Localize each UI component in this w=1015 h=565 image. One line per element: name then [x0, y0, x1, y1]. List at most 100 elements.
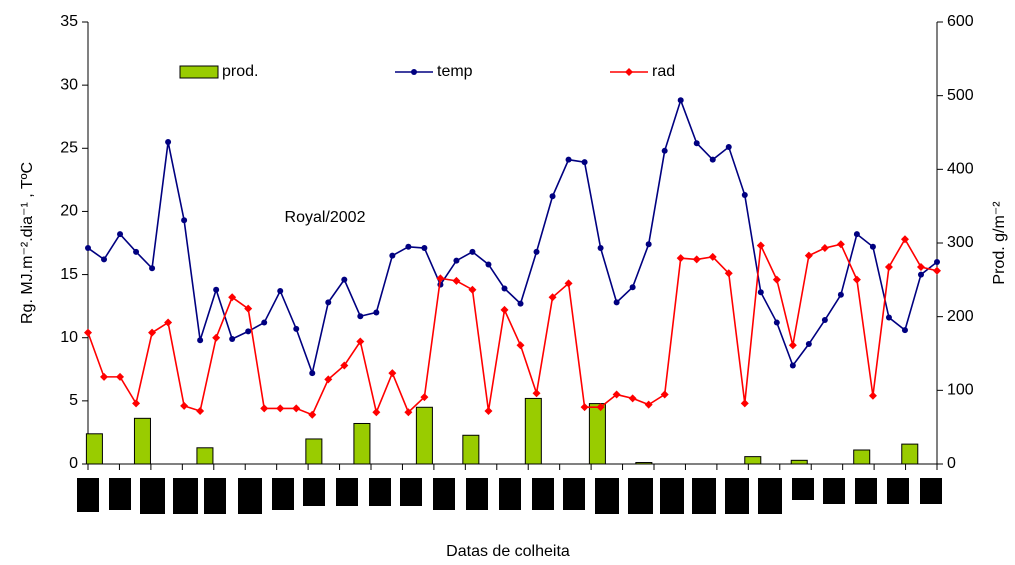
marker [165, 138, 172, 145]
marker [852, 275, 861, 284]
redaction [758, 478, 782, 514]
marker [325, 299, 332, 306]
marker [676, 254, 685, 263]
bar [196, 447, 214, 465]
legend-label: temp [437, 63, 473, 80]
marker [117, 231, 124, 238]
y2-tick-label: 400 [947, 161, 974, 178]
marker [933, 266, 941, 275]
marker [340, 361, 349, 370]
annotation: Royal/2002 [285, 209, 366, 226]
line [87, 97, 938, 376]
redaction [887, 478, 909, 504]
marker [789, 362, 796, 369]
legend-label: prod. [222, 63, 258, 80]
redaction [77, 478, 99, 512]
marker [292, 404, 301, 413]
marker [644, 400, 653, 409]
redaction [692, 478, 716, 514]
marker [501, 285, 508, 292]
redaction [238, 478, 262, 514]
marker [341, 276, 348, 283]
bar [901, 443, 919, 465]
marker [868, 391, 877, 400]
redaction [595, 478, 619, 514]
y2-tick-label: 600 [947, 13, 974, 30]
marker [228, 293, 237, 302]
marker [420, 393, 429, 402]
y2-tick-label: 100 [947, 382, 974, 399]
marker [277, 287, 284, 294]
redaction [433, 478, 455, 510]
marker [629, 284, 636, 291]
marker [308, 410, 317, 419]
marker [645, 241, 652, 248]
marker [773, 319, 780, 326]
marker [164, 318, 173, 327]
marker [548, 293, 557, 302]
marker [101, 256, 108, 263]
marker [885, 314, 892, 321]
y-tick-label: 0 [69, 455, 78, 472]
legend-marker [411, 69, 417, 75]
bar [790, 459, 808, 465]
marker [356, 337, 365, 346]
marker [180, 401, 189, 410]
marker [260, 404, 269, 413]
marker [725, 144, 732, 151]
marker [581, 159, 588, 166]
marker [276, 404, 285, 413]
marker [197, 337, 204, 344]
bar [415, 406, 433, 465]
marker [404, 408, 413, 417]
marker [549, 193, 556, 200]
marker [500, 305, 509, 314]
legend-swatch [179, 65, 219, 79]
marker [116, 372, 125, 381]
marker [372, 408, 381, 417]
marker [740, 399, 749, 408]
marker [596, 403, 605, 412]
y2-tick-label: 0 [947, 455, 956, 472]
y2-tick-label: 200 [947, 308, 974, 325]
marker [132, 399, 141, 408]
bar [635, 462, 653, 465]
marker [373, 309, 380, 316]
bar [588, 403, 606, 465]
marker [244, 304, 253, 313]
marker [389, 252, 396, 259]
marker [772, 275, 781, 284]
marker [532, 389, 541, 398]
redaction [499, 478, 521, 510]
marker [756, 241, 765, 250]
marker [468, 285, 477, 294]
marker [421, 245, 428, 252]
marker [85, 245, 91, 252]
redaction [336, 478, 358, 506]
redaction [466, 478, 488, 510]
redaction [792, 478, 814, 500]
marker [436, 274, 445, 283]
redaction [303, 478, 325, 506]
marker [196, 406, 205, 415]
marker [133, 248, 140, 255]
y-tick-label: 15 [60, 266, 78, 283]
marker [837, 291, 844, 298]
y2-tick-label: 300 [947, 234, 974, 251]
marker [357, 313, 364, 320]
marker [692, 255, 701, 264]
marker [628, 394, 637, 403]
marker [788, 341, 797, 350]
marker [517, 300, 524, 307]
marker [724, 269, 733, 278]
marker [821, 317, 828, 324]
marker [149, 265, 156, 272]
marker [565, 156, 572, 163]
marker [869, 243, 876, 250]
marker [388, 369, 397, 378]
marker [612, 390, 621, 399]
redaction [204, 478, 226, 514]
redaction [272, 478, 294, 510]
bar [133, 417, 151, 465]
marker [836, 240, 845, 249]
